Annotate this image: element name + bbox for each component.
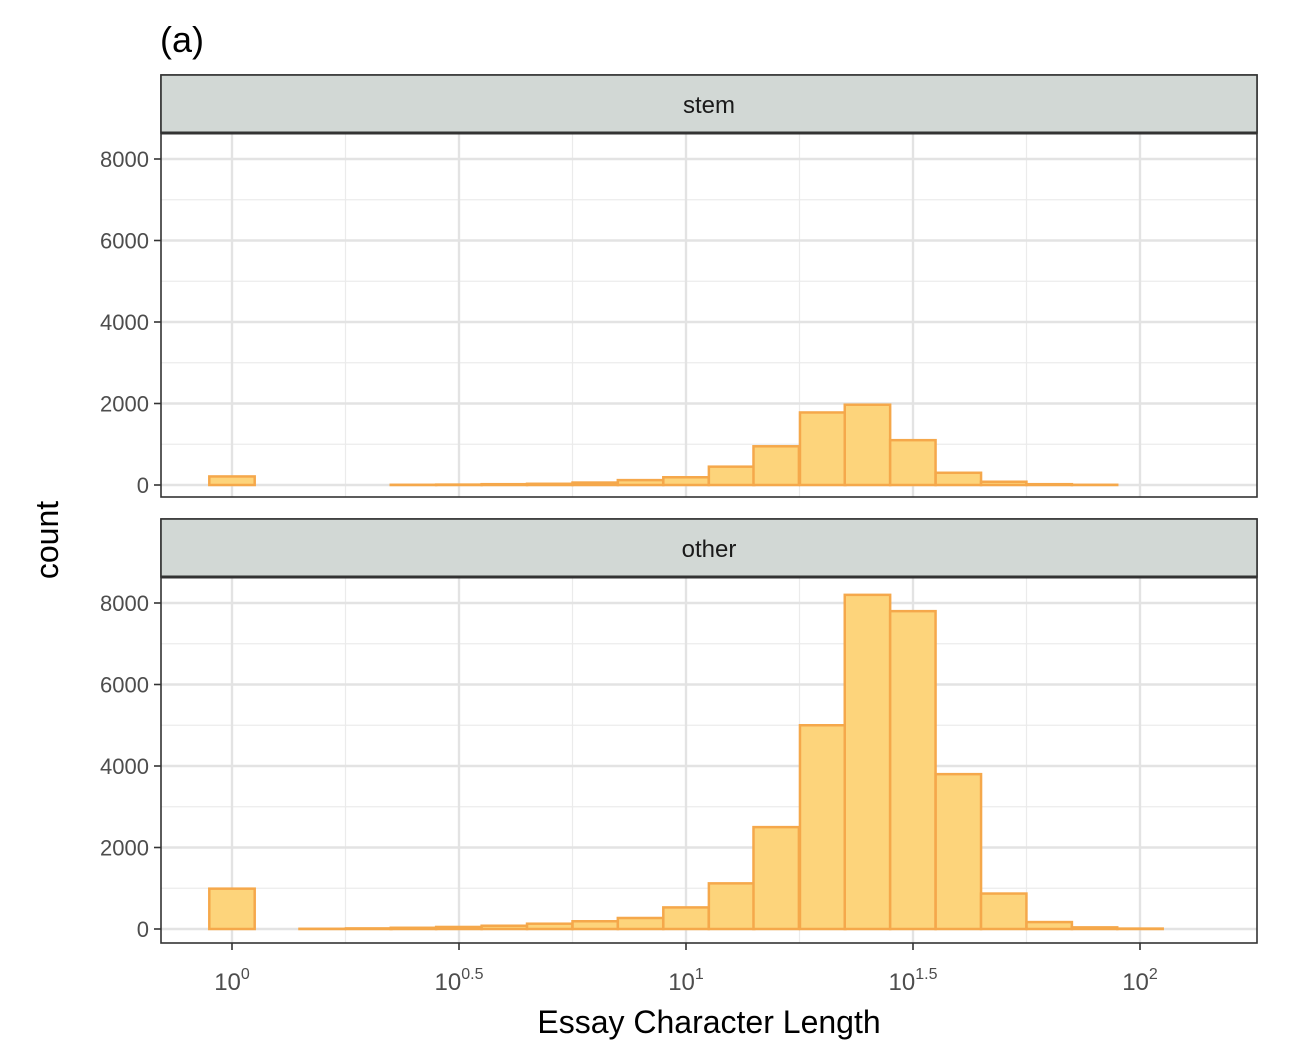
figure-label: (a) (160, 19, 204, 60)
y-tick-label: 6000 (100, 673, 149, 698)
histogram-bar (1070, 926, 1119, 931)
histogram-bar (752, 825, 801, 931)
histogram-bar (1025, 920, 1074, 931)
strip-label-other: other (682, 536, 737, 563)
x-tick-label: 102 (1122, 966, 1158, 996)
x-tick-label: 101.5 (889, 966, 938, 996)
histogram-bar (979, 480, 1028, 487)
histogram-bar (616, 916, 665, 931)
histogram-bar (752, 445, 801, 487)
panel-background (161, 133, 1257, 497)
histogram-bar (480, 924, 529, 931)
histogram-bar (389, 926, 438, 931)
histogram-bar (979, 892, 1028, 931)
y-axis-title: count (29, 501, 65, 579)
panel-stem: 0 2000 4000 6000 8000 stem (100, 74, 1258, 498)
histogram-bar (843, 403, 892, 487)
histogram-bar (208, 475, 256, 487)
histogram-bar (344, 927, 393, 931)
strip-label-stem: stem (683, 92, 735, 119)
histogram-bar (843, 593, 892, 931)
histogram-bar (662, 476, 710, 487)
panel-background (161, 577, 1257, 943)
histogram-bar (571, 481, 620, 487)
histogram-bar (434, 925, 483, 931)
histogram-bar (662, 906, 710, 931)
strip-background (160, 74, 1258, 134)
histogram-bar (480, 482, 529, 487)
x-tick-label: 101 (668, 966, 704, 996)
histogram-bar (707, 465, 756, 487)
x-axis-ticks: 100 100.5 101 101.5 102 (214, 943, 1158, 996)
histogram-bar (707, 882, 756, 931)
histogram-bar (525, 482, 574, 487)
panel-other: 0 2000 4000 6000 8000 other (100, 518, 1258, 944)
histogram-bar (934, 772, 983, 931)
histogram-bar (1025, 482, 1074, 487)
y-tick-label: 2000 (100, 392, 149, 417)
histogram-bar (888, 438, 937, 487)
histogram-bar (616, 478, 665, 487)
x-axis-title: Essay Character Length (537, 1004, 880, 1040)
y-tick-label: 6000 (100, 229, 149, 254)
histogram-bar (888, 609, 937, 931)
y-tick-label: 8000 (100, 147, 149, 172)
panels-layer: 0 2000 4000 6000 8000 stem 0 2000 4000 6000 8000 ot… (100, 74, 1258, 944)
y-tick-label: 2000 (100, 836, 149, 861)
histogram-bar (798, 724, 847, 931)
y-tick-label: 4000 (100, 310, 149, 335)
y-tick-label: 0 (137, 473, 149, 498)
histogram-bar (934, 471, 983, 487)
histogram-bar (571, 920, 620, 931)
x-tick-label: 100.5 (435, 966, 484, 996)
histogram-bar (208, 887, 256, 931)
x-tick-label: 100 (214, 966, 250, 996)
histogram-bar (525, 922, 574, 931)
strip-background (160, 518, 1258, 578)
y-tick-label: 8000 (100, 591, 149, 616)
histogram-bar (798, 411, 847, 487)
y-tick-label: 0 (137, 917, 149, 942)
y-tick-label: 4000 (100, 754, 149, 779)
